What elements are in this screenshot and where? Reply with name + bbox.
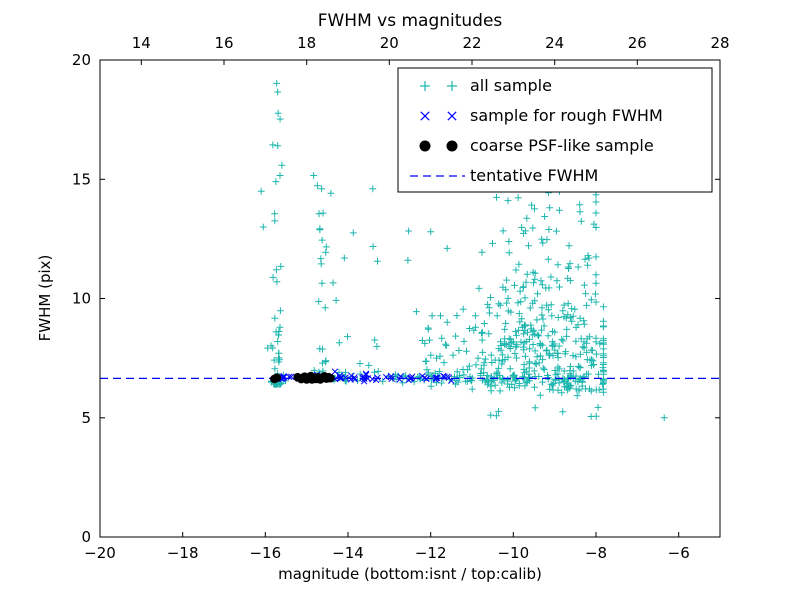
psf-like-dot — [272, 373, 282, 383]
legend-marker-plus — [420, 81, 457, 91]
legend-label-all-sample: all sample — [470, 76, 552, 95]
psf-like-dot — [326, 373, 335, 383]
x-tick-label: −20 — [84, 544, 116, 562]
legend-label-rough-fwhm: sample for rough FWHM — [470, 106, 663, 125]
y-tick-label: 15 — [72, 170, 91, 188]
x-tick-label: −14 — [332, 544, 364, 562]
psf-like-markers — [270, 371, 335, 384]
top-tick-label: 24 — [545, 34, 564, 52]
top-tick-label: 16 — [214, 34, 233, 52]
x-tick-label: −18 — [167, 544, 199, 562]
chart-title: FWHM vs magnitudes — [318, 11, 503, 31]
legend-label-tentative-fwhm: tentative FWHM — [470, 166, 598, 185]
y-tick-label: 0 — [81, 528, 91, 546]
plot-data-layer — [100, 80, 720, 422]
top-tick-label: 20 — [380, 34, 399, 52]
x-tick-label: −16 — [249, 544, 281, 562]
y-tick-label: 20 — [72, 51, 91, 69]
top-tick-label: 18 — [297, 34, 316, 52]
legend-marker-x — [420, 111, 457, 121]
legend-markers — [410, 81, 465, 177]
x-tick-label: −6 — [668, 544, 690, 562]
y-axis-label: FWHM (pix) — [36, 255, 54, 342]
top-tick-label: 26 — [628, 34, 647, 52]
axes-layer: −20 −18 −16 −14 −12 −10 −8 −6 14 16 18 20 22 24 26 28 0 5… — [72, 34, 730, 562]
legend-marker-dot — [446, 140, 458, 152]
x-tick-label: −8 — [585, 544, 607, 562]
top-tick-label: 22 — [462, 34, 481, 52]
y-tick-label: 5 — [81, 409, 91, 427]
legend-label-psf-sample: coarse PSF-like sample — [470, 136, 654, 155]
legend-marker-dot — [419, 140, 431, 152]
x-tick-label: −10 — [497, 544, 529, 562]
top-tick-label: 28 — [710, 34, 729, 52]
all-sample-markers — [257, 80, 668, 422]
legend: all sample sample for rough FWHM coarse … — [397, 67, 713, 193]
x-axis-label: magnitude (bottom:isnt / top:calib) — [278, 565, 542, 583]
legend-box — [397, 67, 713, 193]
y-tick-label: 10 — [72, 290, 91, 308]
top-tick-label: 14 — [132, 34, 151, 52]
x-tick-label: −12 — [415, 544, 447, 562]
